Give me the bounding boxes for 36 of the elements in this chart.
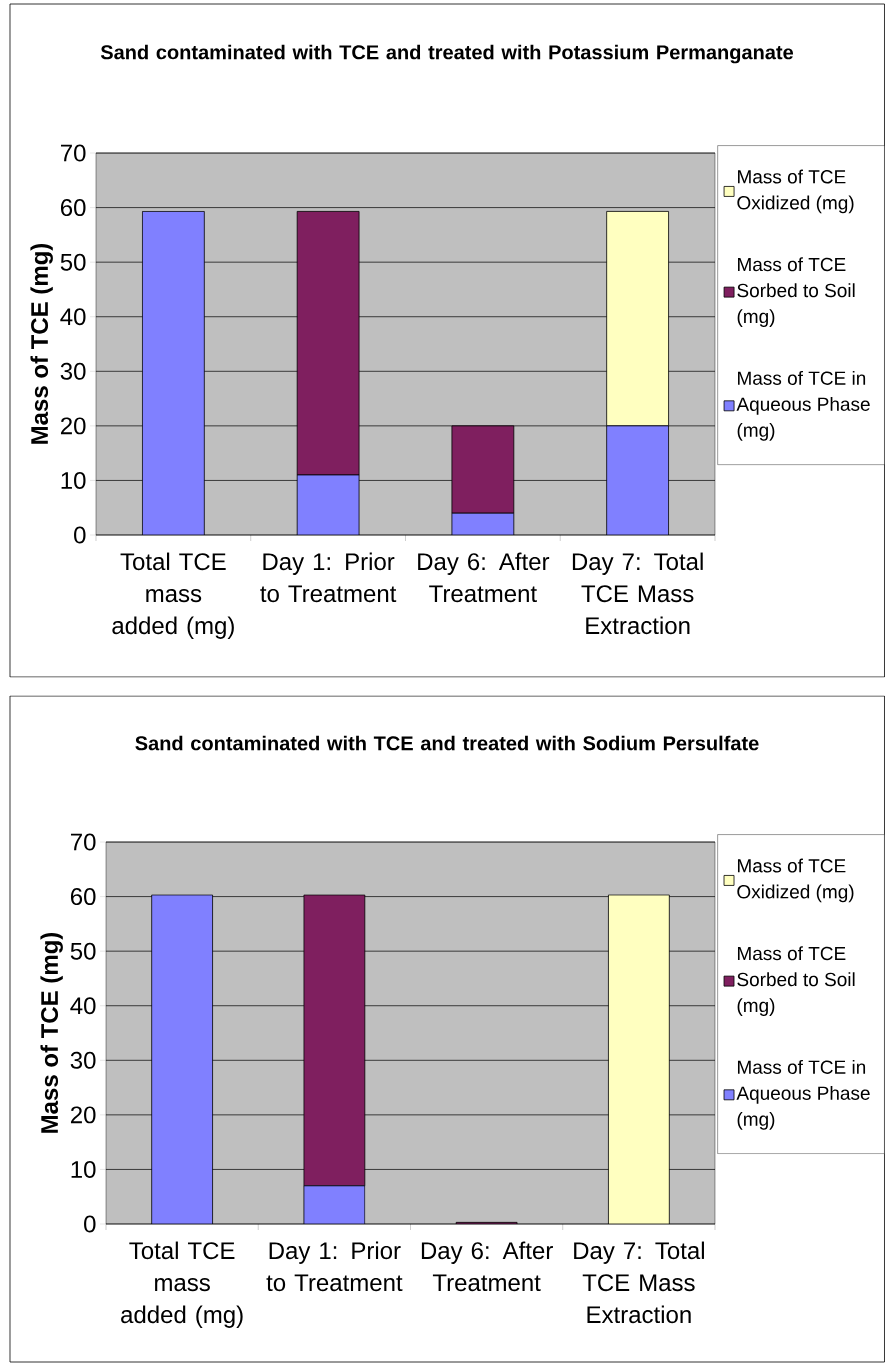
x-tick-label: Day 1: Prior to Treatment [260, 552, 397, 603]
y-axis-title: Mass of TCE (mg) [40, 932, 63, 1133]
x-tick-label: Day 7: Total TCE Mass Extraction [572, 552, 703, 635]
chart-title: Sand contaminated with TCE and treated with Sodium Persulfate [135, 735, 759, 751]
y-tick-label: 70 [60, 144, 86, 162]
chart-title: Sand contaminated with TCE and treated with Potassium Permanganate [100, 44, 794, 64]
legend-label: Mass of TCE Sorbed to Soil (mg) [737, 257, 855, 327]
x-tick-label: Day 6: After Treatment [418, 552, 550, 603]
legend-label: Mass of TCE Sorbed to Soil (mg) [737, 946, 855, 1016]
y-tick-label: 50 [70, 942, 96, 960]
legend-label: Mass of TCE Oxidized (mg) [737, 858, 854, 903]
y-axis-title: Mass of TCE (mg) [30, 243, 53, 444]
y-tick-label: 50 [60, 253, 86, 271]
y-tick-label: 0 [84, 1215, 96, 1233]
y-tick-label: 70 [70, 833, 96, 851]
y-tick-label: 30 [70, 1051, 96, 1069]
legend-label: Mass of TCE in Aqueous Phase (mg) [736, 370, 870, 441]
y-tick-label: 30 [60, 362, 86, 380]
y-tick-label: 20 [60, 417, 86, 435]
x-tick-label: Day 1: Prior to Treatment [266, 1241, 403, 1292]
x-tick-label: Day 6: After Treatment [421, 1241, 553, 1292]
bar [303, 1185, 366, 1225]
x-tick-label: Day 7: Total TCE Mass Extraction [574, 1241, 704, 1324]
y-tick-label: 10 [71, 1160, 96, 1178]
y-tick-label: 10 [61, 471, 86, 489]
bar [151, 894, 213, 1225]
y-tick-label: 0 [74, 526, 86, 544]
legend-label: Mass of TCE Oxidized (mg) [737, 169, 854, 214]
y-tick-label: 60 [70, 888, 96, 906]
x-tick-label: Total TCE mass added (mg) [112, 552, 234, 639]
y-tick-label: 20 [70, 1106, 96, 1124]
x-tick-label: Total TCE mass added (mg) [121, 1241, 243, 1328]
y-tick-label: 60 [60, 199, 86, 217]
legend-label: Mass of TCE in Aqueous Phase (mg) [736, 1059, 870, 1130]
y-tick-label: 40 [70, 997, 96, 1015]
y-tick-label: 40 [60, 308, 86, 326]
